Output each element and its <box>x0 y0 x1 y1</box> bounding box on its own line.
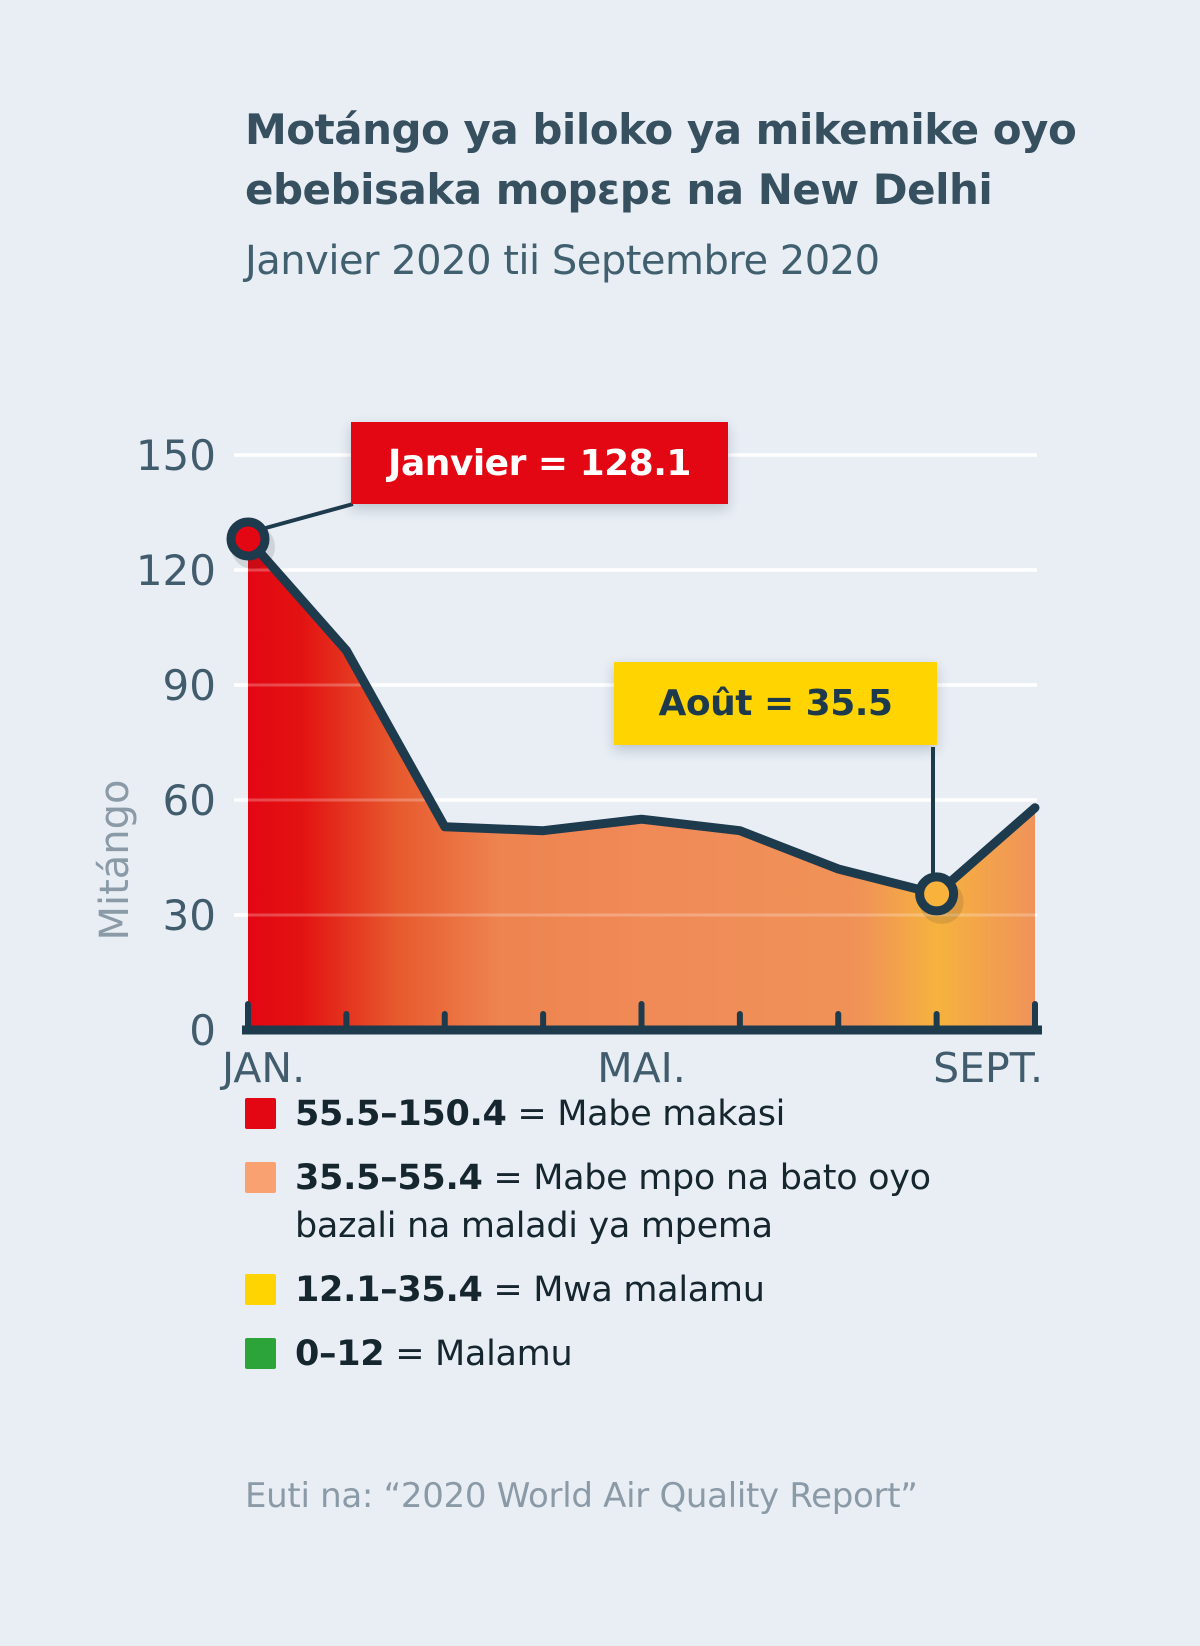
callout-august: Août = 35.5 <box>614 662 937 745</box>
y-tick-label: 0 <box>189 1006 216 1055</box>
legend-swatch-yellow <box>245 1274 276 1305</box>
y-tick-label: 60 <box>163 776 216 825</box>
x-tick-label: SEPT. <box>933 1044 1043 1092</box>
data-marker <box>915 872 959 916</box>
page-title: Motángo ya biloko ya mikemike oyo ebebisa… <box>245 100 1077 220</box>
data-line <box>243 534 1040 899</box>
chart-subtitle: Janvier 2020 tii Septembre 2020 <box>245 238 880 284</box>
legend-item-hazardous: 55.5–150.4 = Mabe makasi <box>245 1090 931 1138</box>
legend-label: = Mwa malamu <box>493 1270 765 1310</box>
area-fill <box>248 538 1035 1030</box>
legend-range: 12.1–35.4 <box>295 1270 483 1310</box>
legend-item-good: 0–12 = Malamu <box>245 1330 931 1378</box>
legend-range: 35.5–55.4 <box>295 1158 483 1198</box>
legend-swatch-red <box>245 1098 276 1129</box>
x-tick-label: JAN. <box>219 1044 305 1092</box>
leader-line <box>261 502 354 531</box>
title-line-1: Motángo ya biloko ya mikemike oyo <box>245 105 1077 154</box>
y-tick-label: 150 <box>136 431 216 480</box>
legend: 55.5–150.4 = Mabe makasi 35.5–55.4 = Mab… <box>245 1090 931 1394</box>
callout-january: Janvier = 128.1 <box>351 422 728 504</box>
legend-range: 55.5–150.4 <box>295 1094 507 1134</box>
legend-label: = Mabe makasi <box>517 1094 786 1134</box>
legend-item-moderate: 12.1–35.4 = Mwa malamu <box>245 1266 931 1314</box>
data-marker <box>226 517 270 561</box>
y-tick-label: 120 <box>136 546 216 595</box>
x-tick-label: MAI. <box>597 1044 686 1092</box>
title-line-2: ebebisaka mopɛpɛ na New Delhi <box>245 165 993 214</box>
y-axis-title: Mitángo <box>92 779 138 940</box>
legend-swatch-salmon <box>245 1162 276 1193</box>
legend-label: = Malamu <box>395 1334 573 1374</box>
y-tick-label: 90 <box>163 661 216 710</box>
legend-range: 0–12 <box>295 1334 385 1374</box>
y-tick-label: 30 <box>163 891 216 940</box>
legend-item-unhealthy: 35.5–55.4 = Mabe mpo na bato oyo bazali … <box>245 1154 931 1250</box>
legend-swatch-green <box>245 1338 276 1369</box>
source-note: Euti na: “2020 World Air Quality Report” <box>245 1476 918 1516</box>
legend-label: = Mabe mpo na bato oyo bazali na maladi … <box>295 1158 931 1246</box>
